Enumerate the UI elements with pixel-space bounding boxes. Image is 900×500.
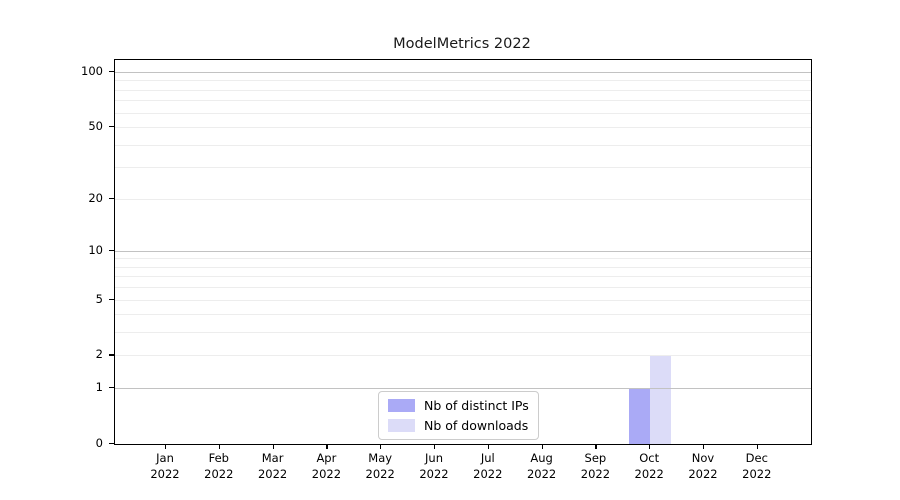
gridline-minor [115, 314, 811, 316]
y-axis-tick [109, 126, 114, 128]
x-axis-tick [218, 444, 220, 449]
x-tick-label: Jul 2022 [473, 451, 503, 481]
gridline-major [115, 72, 811, 74]
x-axis-tick [595, 444, 597, 449]
x-tick-label: May 2022 [365, 451, 395, 481]
x-axis-tick [165, 444, 167, 449]
x-axis-tick [541, 444, 543, 449]
x-tick-label: Jan 2022 [150, 451, 180, 481]
gridline-minor [115, 127, 811, 129]
x-axis-tick [380, 444, 382, 449]
gridline-minor [115, 332, 811, 334]
plot-area [114, 59, 812, 445]
y-tick-label: 20 [88, 190, 103, 205]
legend-item-distinct-ips: Nb of distinct IPs [388, 398, 529, 413]
y-axis-tick [109, 249, 114, 251]
gridline-minor [115, 287, 811, 289]
gridline-major [115, 250, 811, 252]
x-axis-tick [756, 444, 758, 449]
x-axis-tick [434, 444, 436, 449]
y-tick-label: 50 [88, 119, 103, 134]
legend-item-downloads: Nb of downloads [388, 418, 529, 433]
x-tick-label: Oct 2022 [634, 451, 664, 481]
y-tick-label: 5 [95, 291, 103, 306]
x-tick-label: Feb 2022 [204, 451, 234, 481]
bar-nb-of-downloads-oct [650, 355, 672, 444]
y-tick-label: 1 [95, 380, 103, 395]
gridline-minor [115, 266, 811, 268]
x-tick-label: Mar 2022 [257, 451, 288, 481]
gridline-minor [115, 198, 811, 200]
chart-title: ModelMetrics 2022 [393, 36, 531, 52]
gridline-minor [115, 299, 811, 301]
gridline-minor [115, 355, 811, 357]
bar-nb-of-distinct-ips-oct [629, 388, 651, 444]
x-axis-tick [272, 444, 274, 449]
gridline-minor [115, 167, 811, 169]
y-axis-tick [109, 298, 114, 300]
y-axis-tick [109, 387, 114, 389]
x-tick-label: Sep 2022 [580, 451, 611, 481]
gridline-minor [115, 100, 811, 102]
x-axis-tick [649, 444, 651, 449]
x-axis-tick [703, 444, 705, 449]
x-axis-tick [487, 444, 489, 449]
x-axis-tick [326, 444, 328, 449]
gridline-minor [115, 112, 811, 114]
y-tick-label: 10 [88, 242, 103, 257]
gridline-minor [115, 144, 811, 146]
x-tick-label: Jun 2022 [419, 451, 449, 481]
x-tick-label: Dec 2022 [742, 451, 772, 481]
y-tick-label: 100 [81, 64, 103, 78]
y-axis-tick [109, 197, 114, 199]
y-tick-label: 2 [95, 347, 103, 362]
legend: Nb of distinct IPs Nb of downloads [378, 391, 539, 440]
gridline-major [115, 388, 811, 390]
y-axis-tick [109, 354, 114, 356]
x-tick-label: Nov 2022 [688, 451, 718, 481]
legend-swatch-distinct-ips [388, 399, 415, 412]
legend-label-downloads: Nb of downloads [424, 418, 529, 433]
gridline-minor [115, 80, 811, 82]
x-tick-label: Aug 2022 [526, 451, 557, 481]
y-axis-tick [109, 443, 114, 445]
x-tick-label: Apr 2022 [311, 451, 342, 481]
legend-label-distinct-ips: Nb of distinct IPs [424, 398, 529, 413]
gridline-minor [115, 89, 811, 91]
y-axis-tick [109, 71, 114, 73]
legend-swatch-downloads [388, 419, 415, 432]
gridline-minor [115, 276, 811, 278]
gridline-minor [115, 258, 811, 260]
y-tick-label: 0 [95, 436, 103, 450]
